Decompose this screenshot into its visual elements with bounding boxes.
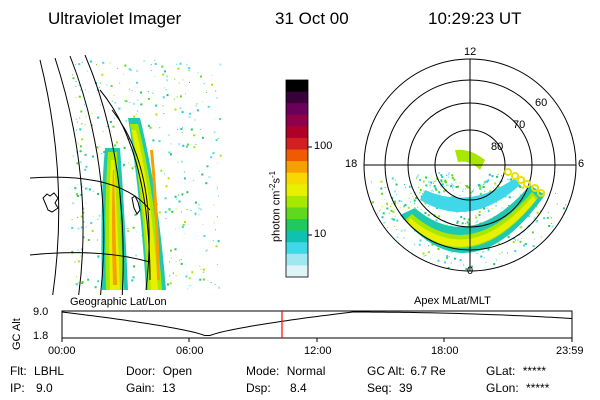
time-label: 10:29:23 UT xyxy=(428,9,522,28)
alt-xtick-1200: 12:00 xyxy=(304,345,332,357)
lat-label-70: 70 xyxy=(513,119,526,131)
mlt-label-6: 6 xyxy=(578,158,585,170)
param-mode: Mode: Normal xyxy=(246,364,326,378)
colorbar-step xyxy=(286,230,308,243)
colorbar-step xyxy=(286,242,308,255)
colorbar-steps xyxy=(286,80,308,278)
station-markers xyxy=(504,168,545,197)
colorbar-step xyxy=(286,161,308,174)
altitude-plot xyxy=(61,310,573,342)
altitude-ylabel: GC Alt xyxy=(11,318,23,350)
colorbar-step xyxy=(286,184,308,197)
coastline xyxy=(42,192,141,215)
alt-ytick-9: 9.0 xyxy=(33,306,49,318)
param-glat: GLat: ***** xyxy=(486,364,547,378)
param-dsp: Dsp: 8.4 xyxy=(246,381,307,395)
date-label: 31 Oct 00 xyxy=(275,9,349,28)
param-ip: IP: 9.0 xyxy=(10,381,53,395)
colorbar-tick-100: 100 xyxy=(314,140,333,152)
colorbar-step xyxy=(286,207,308,220)
geographic-image xyxy=(30,55,222,295)
mlt-label-18: 18 xyxy=(345,158,358,170)
geographic-projection-label: Geographic Lat/Lon xyxy=(70,296,167,308)
colorbar-step xyxy=(286,149,308,162)
auroral-band-left xyxy=(101,118,166,290)
colorbar-step xyxy=(286,219,308,232)
param-glon: GLon: ***** xyxy=(486,381,550,395)
polar-plot xyxy=(363,58,577,272)
colorbar-step xyxy=(286,195,308,208)
colorbar-step xyxy=(286,265,308,278)
colorbar xyxy=(285,79,312,278)
colorbar-step xyxy=(286,137,308,151)
param-flt: Flt: LBHL xyxy=(10,364,65,378)
param-gc-alt: GC Alt: 6.7 Re xyxy=(367,364,446,378)
param-seq: Seq: 39 xyxy=(367,381,413,395)
param-door: Door: Open xyxy=(126,364,193,378)
altitude-curve xyxy=(61,311,573,336)
colorbar-step xyxy=(286,172,308,185)
colorbar-step xyxy=(286,126,308,139)
alt-xtick-2359: 23:59 xyxy=(556,345,584,357)
alt-xtick-0000: 00:00 xyxy=(48,345,76,357)
alt-xtick-1800: 18:00 xyxy=(431,345,459,357)
mlt-label-0: 0 xyxy=(467,265,474,277)
alt-ytick-1.8: 1.8 xyxy=(33,330,49,342)
instrument-title: Ultraviolet Imager xyxy=(48,9,182,28)
param-gain: Gain: 13 xyxy=(126,381,176,395)
colorbar-step xyxy=(286,114,308,127)
mlt-label-12: 12 xyxy=(464,46,477,58)
lat-label-60: 60 xyxy=(535,97,548,109)
apex-projection-label: Apex MLat/MLT xyxy=(414,295,491,307)
geo-grid-lines xyxy=(30,55,151,295)
colorbar-step xyxy=(286,80,308,93)
colorbar-step xyxy=(286,91,308,104)
colorbar-step xyxy=(286,103,308,116)
alt-xtick-0600: 06:00 xyxy=(176,345,204,357)
colorbar-step xyxy=(286,253,308,266)
colorbar-tick-10: 10 xyxy=(314,228,327,240)
colorbar-unit-label: photon cm-2s-1 xyxy=(268,170,283,242)
lat-label-80: 80 xyxy=(491,141,504,153)
